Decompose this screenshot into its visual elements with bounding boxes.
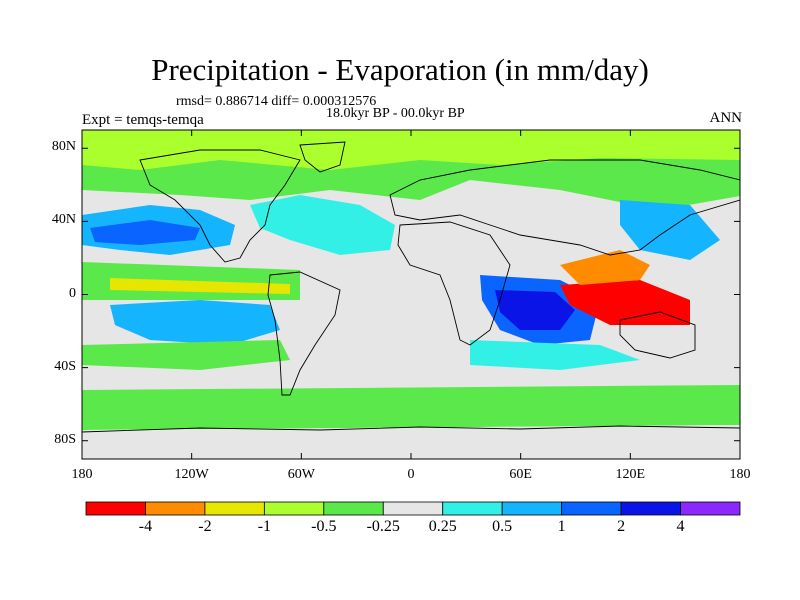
field-southern-ocean-green (82, 385, 740, 430)
field-atlantic-blue (250, 195, 395, 255)
lon-tick-label: 180 (729, 467, 751, 482)
field-tropical-pacific-yellow (110, 278, 290, 294)
coastlines (82, 141, 740, 433)
colorbar-swatch (501, 501, 563, 516)
coastline-north-america (139, 149, 301, 263)
coastline-greenland (299, 141, 346, 173)
colorbar-swatch (85, 501, 146, 516)
colorbar-swatch (561, 501, 622, 516)
coastline-europe-asia (389, 159, 740, 256)
colorbar-swatch (263, 501, 325, 516)
plot-title: Precipitation - Evaporation (in mm/day) (151, 52, 649, 87)
season-label: ANN (709, 110, 743, 126)
colorbar-label: -0.5 (311, 518, 337, 535)
field-maritime-continent-orange (560, 250, 650, 285)
colorbar-label: 4 (676, 518, 685, 535)
field-west-pacific-blue (620, 200, 720, 260)
colorbar-swatch (204, 501, 265, 516)
lat-tick-label: 40S (54, 358, 76, 374)
colorbar-label: 0.25 (428, 518, 457, 535)
colorbar-label: -4 (138, 518, 153, 535)
coastline-south-america (267, 271, 341, 396)
colorbar-label: 2 (617, 518, 626, 535)
field-north-pacific-core (90, 220, 200, 245)
colorbar-label: 0.5 (492, 518, 513, 535)
lon-tick-label: 60E (509, 467, 532, 482)
contour-fill-layer (82, 130, 740, 459)
colorbar-label: -2 (198, 518, 212, 535)
colorbar-swatch (382, 501, 444, 516)
lon-tick-label: 120W (174, 467, 209, 482)
colorbar-swatch (145, 501, 206, 516)
colorbar-swatch (680, 501, 741, 516)
field-indian-ocean-rim (470, 340, 640, 370)
colorbar-swatch (323, 501, 384, 516)
field-maritime-continent-red (560, 280, 690, 325)
field-arctic-green (82, 130, 740, 170)
field-indian-ocean-core (495, 290, 575, 330)
colorbar (85, 501, 741, 516)
field-south-pacific-green (82, 340, 290, 370)
lon-tick-label: 0 (407, 467, 415, 482)
lat-tick-label: 0 (69, 285, 76, 301)
lon-tick-label: 180 (71, 467, 93, 482)
field-antarctic-gray (82, 425, 740, 459)
lat-tick-label: 80S (54, 431, 76, 447)
lat-tick-label: 40N (51, 212, 76, 228)
colorbar-swatch (442, 501, 503, 516)
period-subtitle: 18.0kyr BP - 00.0kyr BP (326, 106, 465, 121)
colorbar-label: -0.25 (366, 518, 400, 535)
colorbar-label: 1 (557, 518, 566, 535)
lon-tick-label: 60W (287, 467, 315, 482)
field-south-pacific-blue (110, 300, 280, 345)
stats-line: rmsd= 0.886714 diff= 0.000312576 (176, 94, 377, 109)
colorbar-swatch (620, 501, 681, 516)
coastline-australia (619, 311, 696, 359)
axis-ticks (81, 130, 741, 459)
lon-tick-label: 120E (615, 467, 646, 482)
coastline-antarctica (82, 425, 740, 433)
coastline-africa (397, 221, 511, 346)
experiment-label: Expt = temqs-temqa (82, 112, 204, 128)
lat-tick-label: 80N (51, 139, 76, 155)
colorbar-label: -1 (257, 518, 272, 535)
